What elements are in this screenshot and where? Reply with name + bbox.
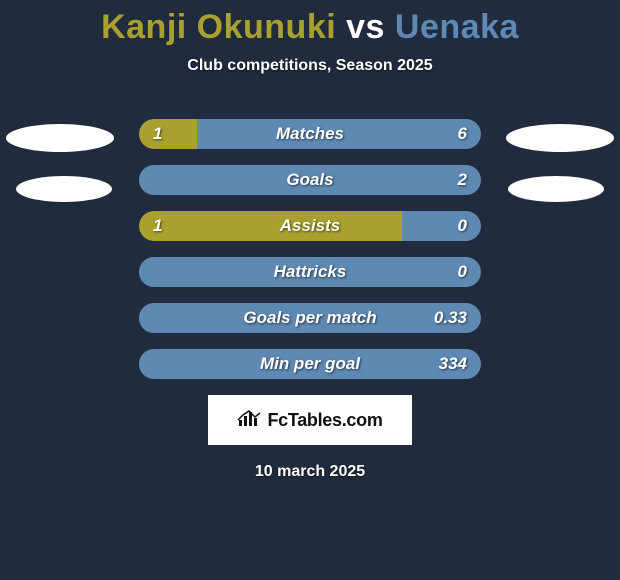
bar-chart-icon [237,408,261,433]
stat-row: Min per goal 334 [139,349,481,379]
stat-row: Hattricks 0 [139,257,481,287]
stat-row: Assists 1 0 [139,211,481,241]
player1-name: Kanji Okunuki [101,8,336,46]
stat-right-value: 334 [439,354,467,374]
stat-right-value: 0.33 [434,308,467,328]
stat-label: Min per goal [260,354,360,374]
bar-fill-left [139,119,197,149]
stat-left-value: 1 [153,124,162,144]
stat-left-value: 1 [153,216,162,236]
logo-text: FcTables.com [267,410,382,431]
page-title: Kanji Okunuki vs Uenaka [0,0,620,47]
player1-avatar-placeholder [6,124,114,152]
stat-row: Goals 2 [139,165,481,195]
stat-label: Goals per match [243,308,376,328]
stat-right-value: 6 [458,124,467,144]
bar-fill-left [139,211,402,241]
logo-box: FcTables.com [208,395,412,445]
stat-label: Goals [286,170,333,190]
stat-right-value: 0 [458,216,467,236]
stat-row: Matches 1 6 [139,119,481,149]
subtitle: Club competitions, Season 2025 [0,57,620,75]
date-label: 10 march 2025 [0,463,620,481]
player2-avatar-placeholder [506,124,614,152]
player2-name: Uenaka [395,8,519,46]
stat-label: Hattricks [274,262,347,282]
stat-label: Assists [280,216,340,236]
stat-right-value: 0 [458,262,467,282]
stat-row: Goals per match 0.33 [139,303,481,333]
player2-club-placeholder [508,176,604,202]
bar-fill-right [402,211,481,241]
stat-right-value: 2 [458,170,467,190]
stat-label: Matches [276,124,344,144]
comparison-rows: Matches 1 6 Goals 2 Assists 1 0 Hattricks 0 Goals … [139,119,481,379]
player1-club-placeholder [16,176,112,202]
vs-text: vs [346,8,385,46]
